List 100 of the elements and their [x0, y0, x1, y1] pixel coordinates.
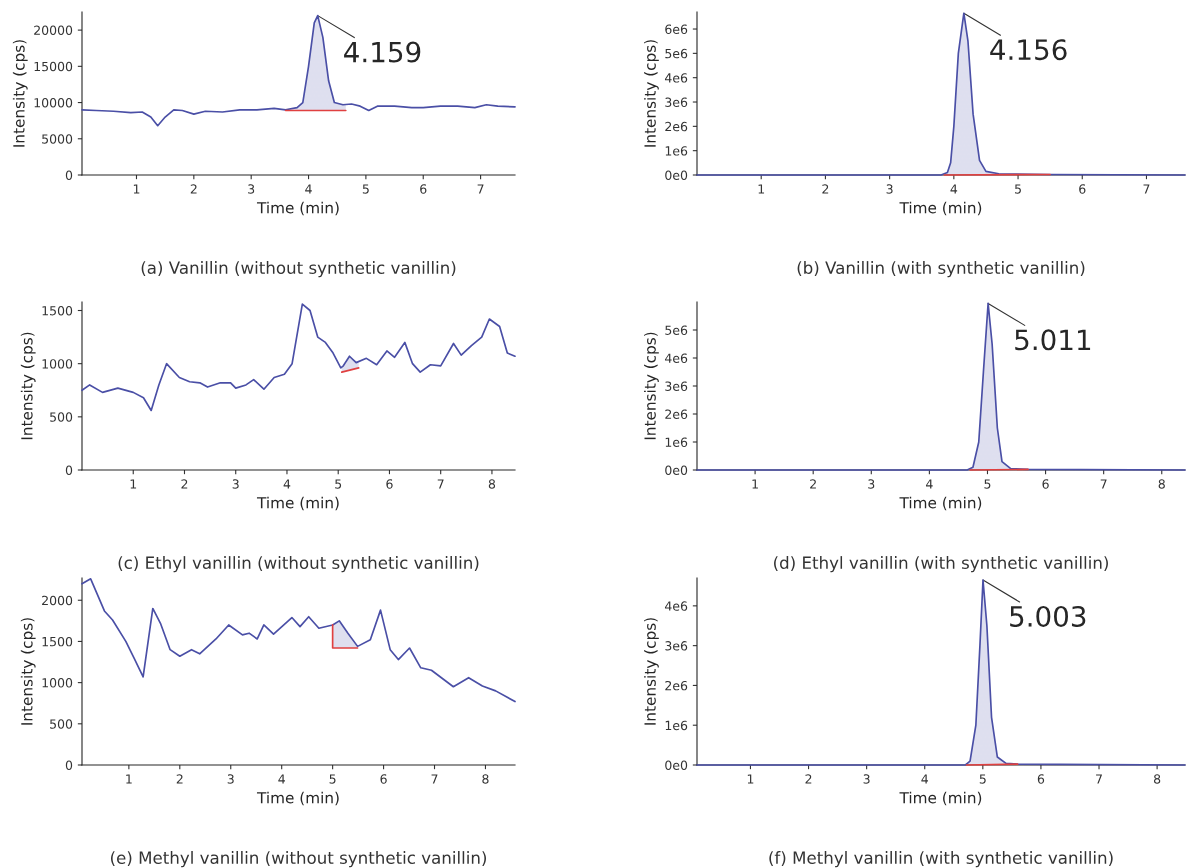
annotation: 4.159 [344, 41, 421, 63]
line-series [696, 302, 1186, 471]
x-tick-label: 5 [979, 774, 986, 784]
text: (b) Vanillin (with synthetic vanillin) [797, 261, 1085, 278]
line-series [696, 579, 1186, 766]
x-tick-label: 4 [926, 479, 933, 489]
x-tick-label: 8 [488, 479, 496, 489]
text: (e) Methyl vanillin (without synthetic vanillin) [111, 851, 487, 868]
x-tick-label: 1 [133, 184, 140, 194]
y-tick-label: 5e6 [665, 325, 688, 335]
y-tick-label: 1500 [42, 636, 73, 647]
annotation: 5.011 [1015, 329, 1091, 351]
y-tick-label: 2000 [42, 595, 73, 606]
text: (a) Vanillin (without synthetic vanillin) [141, 261, 456, 278]
annotation: 4.156 [990, 39, 1067, 61]
x-tick-label: 3 [232, 479, 239, 489]
x-tick-label: 6 [380, 774, 387, 784]
text: (f) Methyl vanillin (with synthetic vanillin) [769, 851, 1113, 868]
x-tick-label: 8 [1158, 479, 1165, 489]
x-tick-label: 1 [130, 479, 137, 489]
y-tick-label: 1e6 [665, 437, 688, 447]
x-tick-label: 7 [1100, 479, 1107, 489]
y-tick-label: 10000 [34, 98, 73, 108]
x-tick-label: 6 [1042, 479, 1049, 489]
y-tick-label: 0 [65, 170, 73, 180]
y-tick-label: 0 [65, 465, 73, 475]
x-tick-label: 5 [362, 184, 369, 194]
y-tick-label: 2e6 [665, 121, 688, 132]
y-tick-label: 0e0 [665, 170, 688, 180]
x-tick-label: 3 [227, 774, 234, 784]
x-tick-label: 4 [921, 774, 929, 784]
y-tick-label: 2e6 [665, 680, 688, 691]
x-tick-label: 5 [1015, 184, 1021, 194]
y-tick-label: 6e6 [665, 24, 688, 34]
y-tick-label: 20000 [34, 25, 73, 36]
x-axis-title: Time (min) [256, 791, 339, 806]
x-tick-label: 4 [278, 774, 285, 784]
y-axis-title: Intensity (cps) [12, 40, 28, 147]
x-tick-label: 1 [752, 479, 758, 489]
x-tick-label: 1 [758, 184, 765, 194]
x-tick-label: 2 [190, 184, 197, 194]
y-tick-label: 15000 [34, 61, 73, 72]
y-axis-title: Intensity (cps) [644, 618, 659, 725]
line-series [81, 577, 516, 703]
y-tick-label: 3e6 [665, 381, 688, 391]
x-tick-label: 6 [1079, 184, 1086, 194]
line-series [81, 14, 516, 127]
y-tick-label: 5000 [42, 134, 73, 144]
x-tick-label: 4 [950, 184, 958, 194]
x-axis-title: Time (min) [899, 201, 982, 216]
x-tick-label: 3 [886, 184, 893, 194]
y-tick-label: 500 [50, 412, 73, 422]
y-tick-label: 0e0 [665, 465, 688, 475]
x-tick-label: 2 [181, 479, 188, 489]
line-series [696, 12, 1186, 176]
x-tick-label: 6 [420, 184, 427, 194]
x-tick-label: 3 [868, 479, 875, 489]
x-tick-label: 2 [176, 774, 183, 784]
y-axis-title: Intensity (cps) [20, 332, 36, 440]
x-tick-label: 8 [482, 774, 489, 784]
y-tick-label: 0e0 [665, 760, 688, 770]
y-axis-title: Intensity (cps) [644, 40, 659, 147]
text: (c) Ethyl vanillin (without synthetic vanillin) [118, 556, 479, 573]
x-tick-label: 5 [335, 479, 342, 489]
x-tick-label: 1 [747, 774, 754, 784]
y-tick-label: 3e6 [665, 97, 688, 107]
y-tick-label: 1e6 [665, 146, 688, 156]
y-tick-label: 1e6 [665, 720, 688, 731]
x-tick-label: 7 [1096, 774, 1102, 784]
y-axis-title: Intensity (cps) [20, 618, 36, 725]
x-tick-label: 6 [1037, 774, 1045, 784]
y-tick-label: 3e6 [665, 641, 688, 651]
y-tick-label: 2e6 [665, 409, 688, 419]
y-tick-label: 0 [65, 760, 73, 770]
x-tick-label: 7 [431, 774, 438, 784]
x-tick-label: 5 [329, 774, 336, 784]
x-tick-label: 4 [283, 479, 291, 489]
x-axis-title: Time (min) [899, 496, 982, 511]
x-tick-label: 6 [386, 479, 393, 489]
text: (d) Ethyl vanillin (with synthetic vanillin) [774, 556, 1108, 573]
y-tick-label: 4e6 [664, 601, 688, 611]
y-tick-label: 4e6 [664, 353, 688, 363]
x-axis-title: Time (min) [899, 791, 982, 806]
x-tick-label: 8 [1153, 774, 1161, 784]
y-tick-label: 1000 [42, 359, 73, 369]
y-axis-title: Intensity (cps) [644, 332, 659, 440]
y-tick-label: 1500 [42, 305, 73, 316]
x-axis-title: Time (min) [256, 496, 339, 511]
x-tick-label: 5 [984, 479, 991, 489]
x-tick-label: 7 [477, 184, 484, 194]
annotation: 5.003 [1010, 605, 1086, 627]
line-series [81, 303, 516, 412]
x-tick-label: 7 [1143, 184, 1150, 194]
x-tick-label: 1 [126, 774, 132, 784]
x-tick-label: 7 [437, 479, 444, 489]
y-tick-label: 1000 [42, 678, 73, 688]
x-tick-label: 3 [863, 774, 870, 784]
x-tick-label: 2 [822, 184, 829, 194]
x-axis-title: Time (min) [256, 201, 339, 216]
y-tick-label: 5e6 [665, 48, 688, 59]
